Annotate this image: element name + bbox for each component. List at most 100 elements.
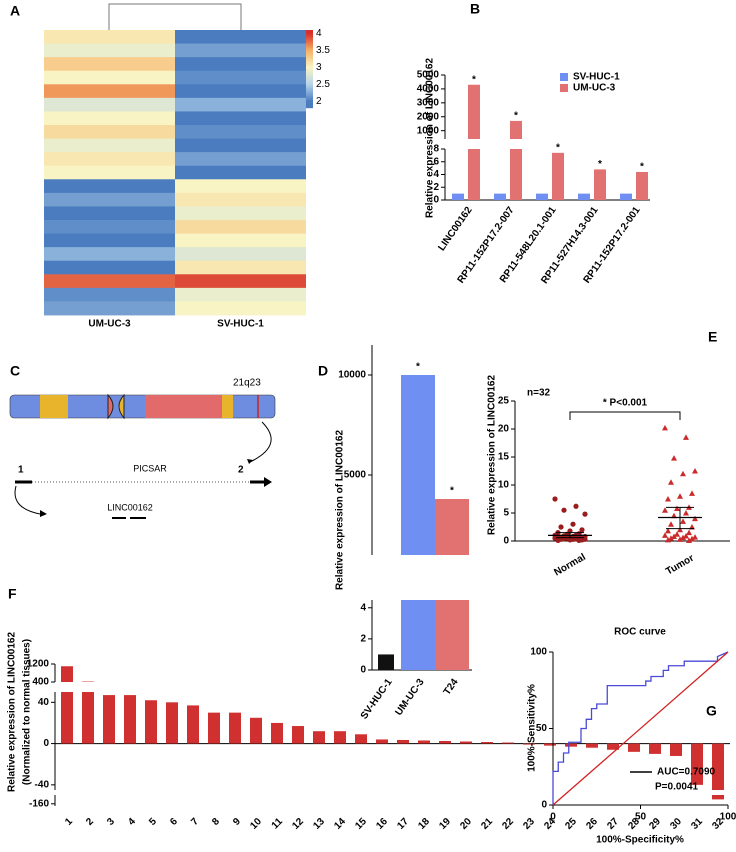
colorbar (306, 56, 313, 59)
point (576, 537, 582, 544)
heatmap-cell (175, 165, 306, 180)
bar (460, 741, 472, 744)
heatmap-cell (44, 220, 175, 234)
heatmap-cell (175, 206, 306, 221)
x-tick-label: 1 (63, 816, 75, 828)
x-tick-label: 13 (311, 816, 327, 832)
heatmap-cell (44, 43, 175, 58)
point (665, 496, 671, 502)
bar (468, 149, 480, 200)
colorbar (306, 64, 313, 67)
x-tick-label: 5 (147, 816, 159, 828)
x-tick-label: 25 (563, 816, 579, 832)
bar (607, 743, 619, 750)
colorbar (306, 46, 313, 49)
point (567, 537, 573, 543)
colorbar (306, 68, 313, 71)
x-tick-label: 31 (689, 816, 705, 832)
point (689, 535, 695, 542)
heatmap-cell (44, 138, 175, 153)
bar (636, 171, 648, 200)
point (671, 455, 677, 461)
y-tick-label: 100 (530, 647, 547, 658)
y-tick-label: 20 (498, 424, 510, 435)
colorbar (306, 98, 313, 101)
y-tick-label: 40 (38, 697, 50, 708)
heatmap-cell (44, 30, 175, 44)
bar (435, 600, 469, 670)
y-tick-label: 50 (536, 723, 548, 734)
colorbar (306, 44, 313, 47)
colorbar-label: 4 (316, 28, 322, 39)
x-tick-label: Normal (552, 552, 588, 579)
colorbar (306, 50, 313, 53)
bar (670, 743, 682, 756)
bar (691, 743, 703, 785)
x-tick-label: 4 (126, 816, 138, 828)
bar (544, 743, 556, 746)
x-tick-label: Tumor (664, 553, 696, 578)
bar (334, 731, 346, 744)
significance-label: * (450, 486, 454, 497)
x-tick-label: 14 (332, 816, 348, 832)
x-tick-label: 9 (231, 816, 243, 828)
bar (145, 700, 157, 744)
annotation: n=32 (527, 388, 551, 399)
bar (124, 695, 136, 744)
point (555, 537, 561, 544)
heatmap-cell (175, 57, 306, 72)
y-tick-label: 5000 (417, 70, 440, 81)
panel-label: D (318, 363, 328, 379)
legend-swatch (560, 73, 568, 81)
y-tick-label: 2 (360, 634, 366, 645)
point (668, 479, 674, 485)
bar (401, 600, 435, 670)
arrow-head (264, 477, 272, 487)
colorbar-label: 2.5 (316, 79, 330, 90)
heatmap-cell (44, 192, 175, 207)
x-tick-label: 30 (668, 816, 684, 832)
transcript-label: LINC00162 (107, 502, 153, 512)
colorbar (306, 70, 313, 73)
legend-label: AUC=0.7090 (657, 767, 716, 778)
legend-swatch (560, 84, 568, 92)
dendrogram (108, 3, 242, 30)
heatmap-cell (175, 179, 306, 194)
x-tick-label: 29 (647, 816, 663, 832)
point (674, 505, 680, 512)
colorbar (306, 92, 313, 95)
significance-label: * (472, 74, 476, 85)
y-axis-label: Relative expression of LINC00162 (335, 430, 346, 591)
point (680, 470, 686, 477)
point (692, 534, 698, 540)
arrow-head (247, 459, 253, 464)
y-axis-label: Relative expression of LINC00162 (487, 375, 498, 536)
colorbar (306, 30, 313, 33)
centromere (118, 393, 125, 420)
point (677, 493, 683, 499)
heatmap-cell (175, 192, 306, 207)
bar (502, 742, 514, 744)
heatmap-cell (175, 260, 306, 275)
heatmap-cell (175, 125, 306, 139)
colorbar (306, 54, 313, 57)
x-tick-label: LINC00162 (436, 205, 475, 254)
heatmap-cell (175, 274, 306, 289)
heatmap-cell (44, 97, 175, 112)
bar (292, 726, 304, 744)
point (692, 468, 698, 474)
bar (586, 743, 598, 748)
heatmap-cell (44, 287, 175, 302)
colorbar (306, 80, 313, 83)
y-tick-label: 15 (498, 452, 510, 463)
y-tick-label: 0 (503, 536, 509, 547)
x-tick-label: 15 (353, 816, 369, 832)
significance-label: * (514, 111, 518, 122)
y-axis-label: 100%-Sensitivity% (527, 684, 538, 772)
y-tick-label: 5000 (344, 470, 367, 481)
panel-label: G (706, 703, 717, 719)
column-label: UM-UC-3 (88, 319, 131, 330)
bar (628, 743, 640, 752)
y-tick-label: -160 (29, 798, 49, 809)
heatmap-cell (175, 138, 306, 153)
